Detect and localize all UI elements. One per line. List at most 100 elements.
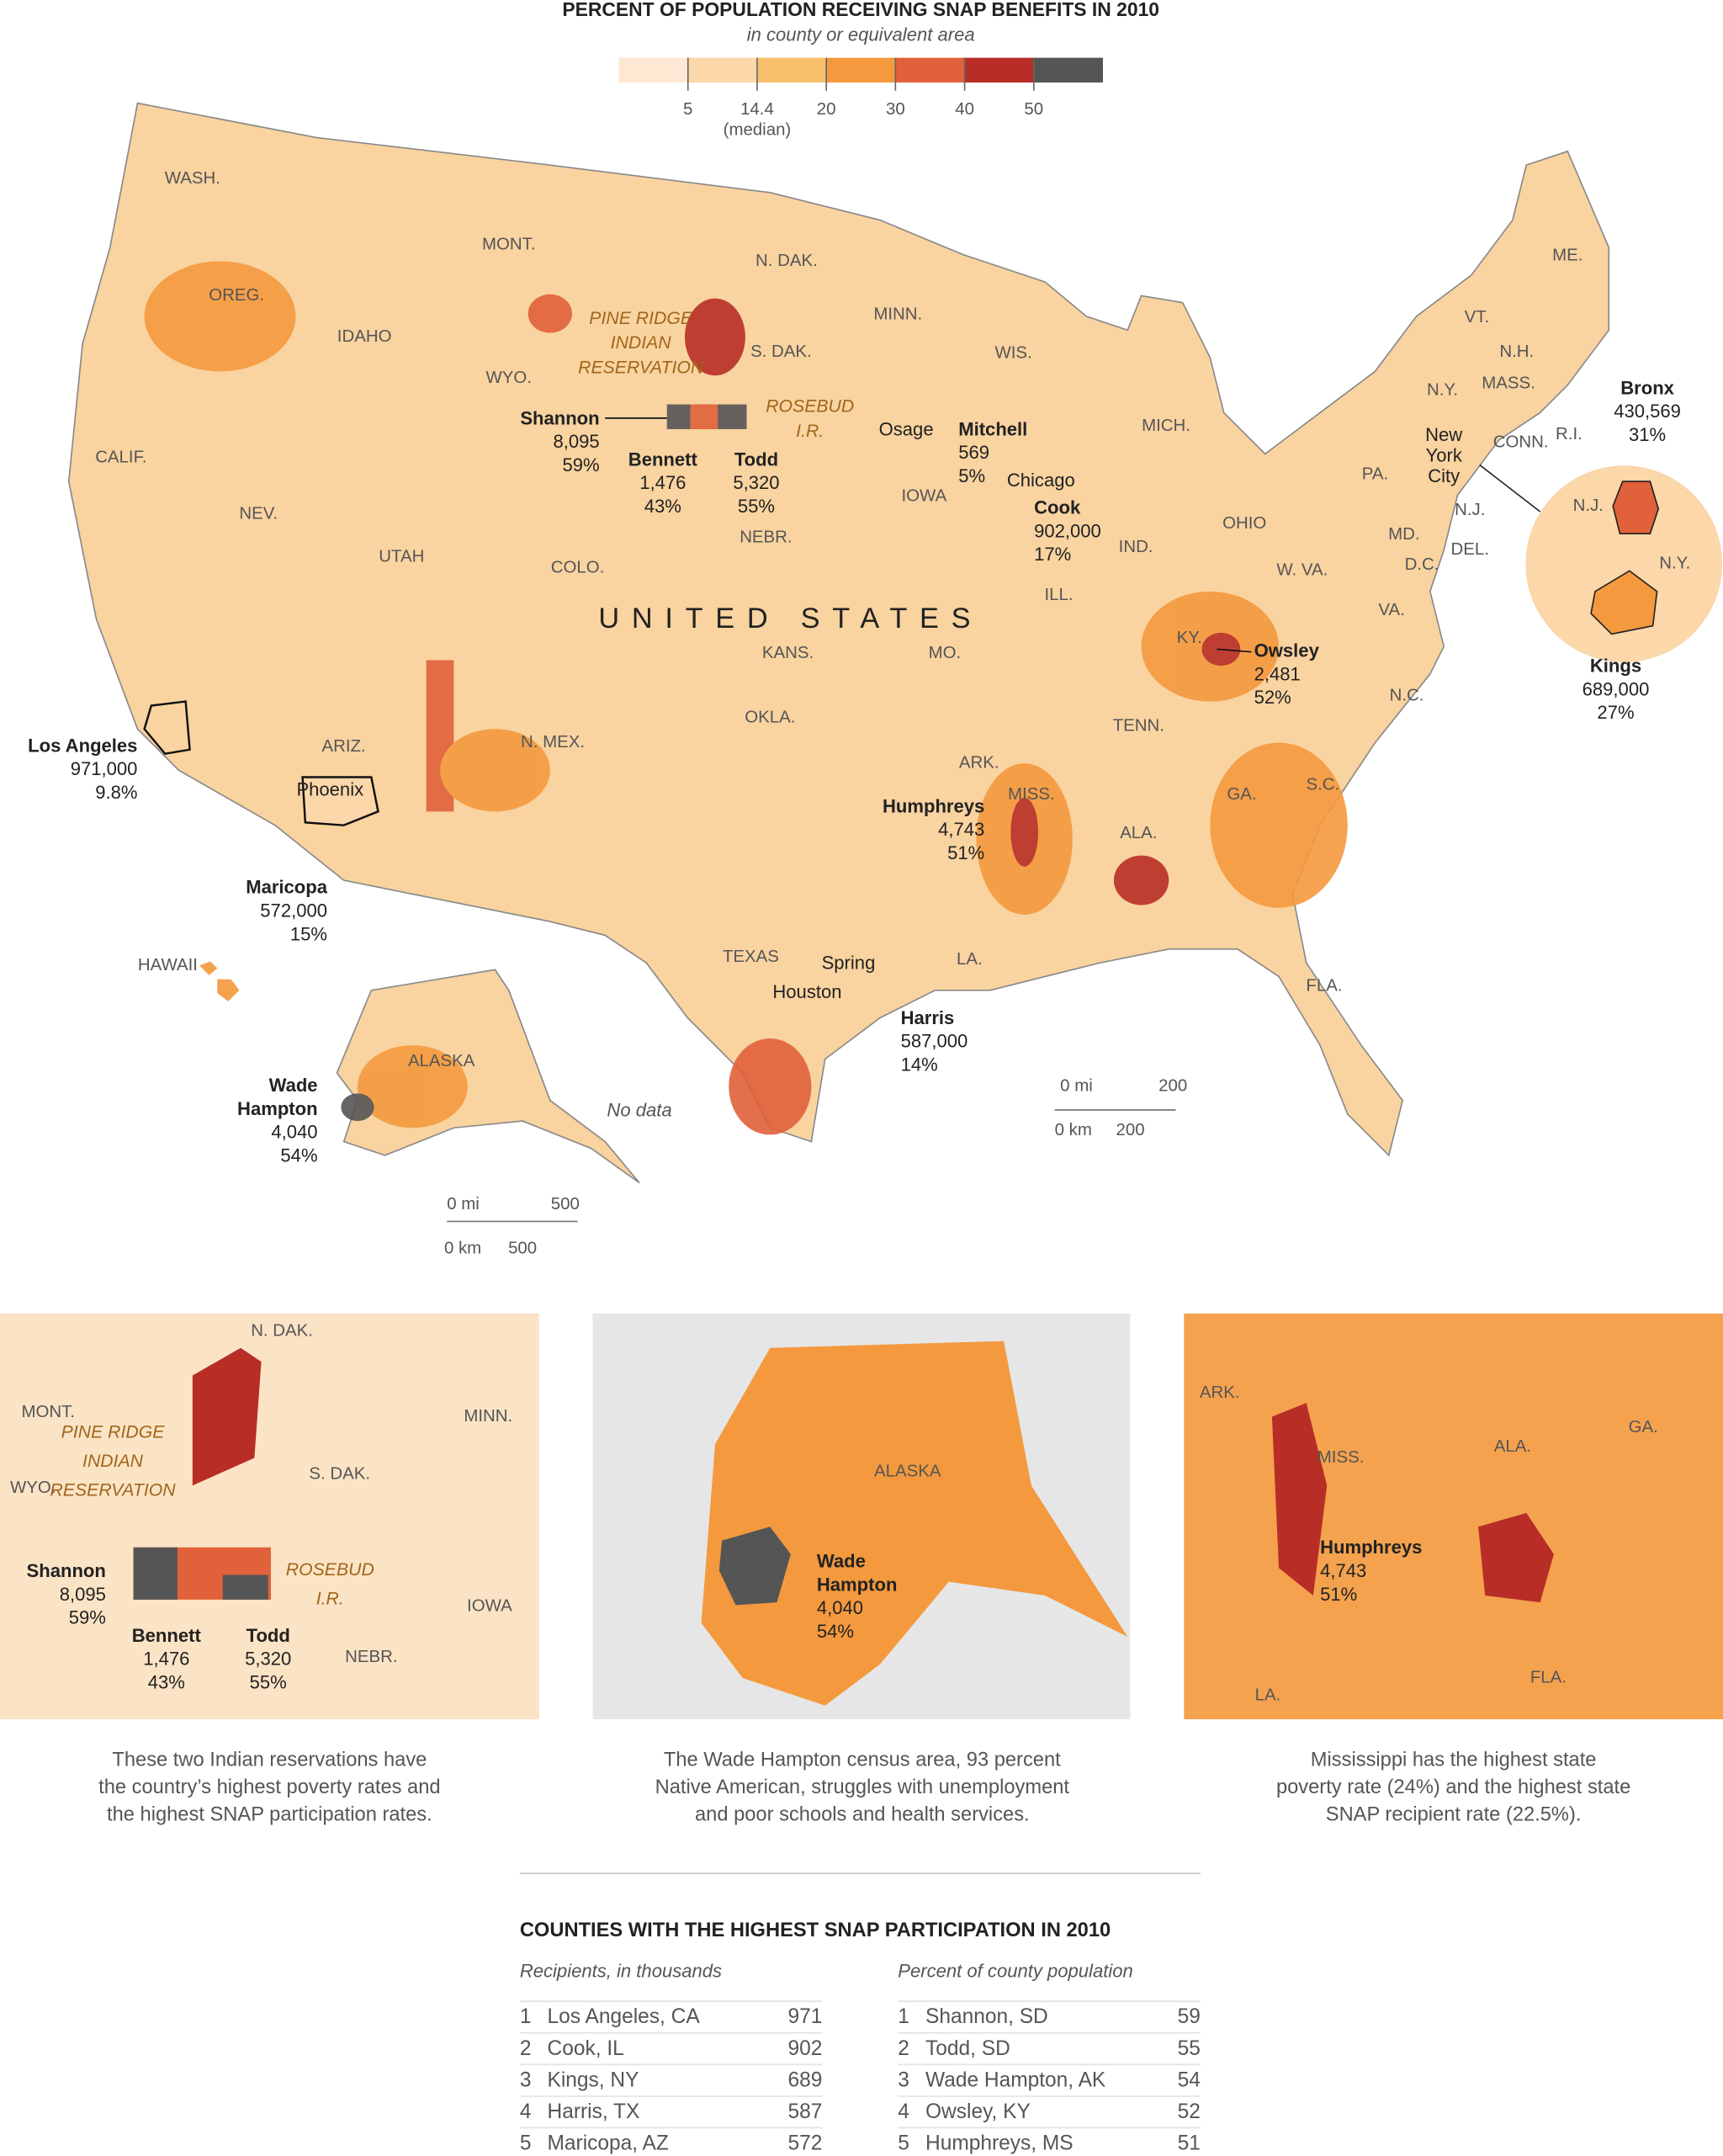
place-label: Phoenix: [296, 779, 363, 800]
state-label: LA.: [957, 950, 983, 969]
scale-label: 0 km: [444, 1239, 481, 1257]
reservation-label: I.R.: [796, 421, 824, 441]
state-label: WYO.: [486, 369, 532, 387]
callout-name: Shannon: [27, 1560, 106, 1581]
reservation-label: RESERVATION: [50, 1479, 177, 1500]
inset-label: MONT.: [21, 1403, 75, 1421]
inset-label: ALA.: [1494, 1437, 1531, 1456]
la-county: [143, 700, 191, 756]
callout-percent: 9.8%: [95, 782, 137, 803]
callout-count: 587,000: [901, 1031, 968, 1052]
reservation-label: I.R.: [316, 1588, 344, 1608]
median-note: (median): [724, 121, 792, 140]
caption: These two Indian reservations have: [112, 1749, 427, 1771]
callout-count: 8,095: [60, 1584, 106, 1605]
scale-label: 0 km: [1055, 1121, 1092, 1139]
county: Humphreys, MS: [925, 2132, 1074, 2155]
county: Shannon, SD: [925, 2005, 1048, 2028]
county-shading: [144, 261, 1348, 1135]
county: Los Angeles, CA: [548, 2005, 701, 2028]
state-label: VT.: [1465, 308, 1490, 327]
place-label: Osage: [879, 418, 934, 439]
scale-label: 500: [508, 1239, 537, 1257]
inset-label: S. DAK.: [309, 1465, 370, 1484]
alabama-area: [1478, 1512, 1554, 1603]
state-label: UTAH: [379, 547, 424, 566]
callout-percent: 15%: [290, 923, 327, 944]
hawaii: [199, 961, 240, 1001]
callout-percent: 14%: [901, 1054, 938, 1075]
callout-percent: 51%: [1320, 1584, 1357, 1605]
reservation-label: INDIAN: [611, 332, 672, 353]
place-label: Spring: [822, 953, 876, 974]
legend-tick-label: 40: [955, 100, 974, 119]
scale-label: 0 mi: [447, 1195, 480, 1213]
state-label: OREG.: [209, 286, 264, 305]
callout-name: Hampton: [237, 1098, 318, 1119]
inset-label: ALASKA: [874, 1462, 941, 1480]
rank: 5: [520, 2132, 532, 2155]
inset-label: MINN.: [464, 1407, 512, 1426]
state-label: MASS.: [1482, 374, 1535, 392]
state-label: OKLA.: [745, 709, 795, 727]
caption: the country’s highest poverty rates and: [98, 1776, 440, 1798]
state-label: N. MEX.: [521, 733, 585, 751]
county: Wade Hampton, AK: [925, 2068, 1106, 2091]
legend-swatch: [756, 57, 827, 83]
callout-name: Bronx: [1620, 377, 1674, 398]
state-label: ARK.: [959, 754, 999, 773]
legend-tick-label: 14.4: [740, 100, 774, 119]
legend-tick-label: 50: [1024, 100, 1043, 119]
state-label: N.J.: [1573, 497, 1604, 515]
state-label: MICH.: [1142, 417, 1190, 435]
legend-swatch: [895, 57, 965, 83]
callout-count: 430,569: [1614, 401, 1681, 422]
state-label: ALASKA: [408, 1052, 475, 1070]
map-shapes: [67, 102, 1723, 1184]
callout-name: Bennett: [628, 449, 698, 470]
rank: 5: [898, 2132, 909, 2155]
scale-label: 500: [551, 1195, 580, 1213]
callout-count: 8,095: [553, 431, 599, 452]
inset-label: MISS.: [1317, 1448, 1365, 1467]
state-label: OHIO: [1222, 514, 1266, 533]
state-label: MINN.: [873, 305, 922, 324]
table-title: COUNTIES WITH THE HIGHEST SNAP PARTICIPA…: [520, 1920, 1111, 1941]
callout-count: 902,000: [1034, 520, 1101, 541]
callout-percent: 31%: [1629, 424, 1666, 445]
state-label: IND.: [1119, 538, 1153, 556]
callout-name: Wade: [269, 1075, 318, 1096]
legend-swatch: [618, 57, 688, 83]
callout-percent: 55%: [738, 496, 775, 517]
inset-label: NEBR.: [345, 1648, 397, 1666]
callout-percent: 51%: [947, 842, 984, 863]
state-label: ARIZ.: [322, 737, 366, 756]
legend-swatch: [1033, 57, 1104, 83]
state-label: TEXAS: [723, 948, 779, 966]
nyc-leader: [1479, 464, 1541, 512]
callout-name: Hampton: [817, 1574, 898, 1595]
caption: Native American, struggles with unemploy…: [655, 1776, 1070, 1798]
rank: 1: [898, 2005, 909, 2028]
reservation-label: PINE RIDGE: [589, 308, 693, 328]
callout-name: Harris: [901, 1007, 955, 1028]
value: 587: [788, 2100, 823, 2123]
caption: Mississippi has the highest state: [1311, 1749, 1597, 1771]
callout-count: 4,040: [271, 1122, 317, 1143]
state-label: ILL.: [1045, 586, 1074, 604]
inset-dakota: [0, 1313, 539, 1720]
wade-hampton-area: [718, 1527, 791, 1606]
title: PERCENT OF POPULATION RECEIVING SNAP BEN…: [562, 0, 1159, 20]
callout-count: 689,000: [1583, 678, 1650, 699]
value: 59: [1178, 2005, 1201, 2028]
state-label: MO.: [929, 644, 962, 662]
state-label: NEV.: [239, 505, 278, 523]
caption: poverty rate (24%) and the highest state: [1276, 1776, 1630, 1798]
county: Maricopa, AZ: [548, 2132, 669, 2155]
callout-count: 4,743: [1320, 1560, 1366, 1581]
subtitle: in county or equivalent area: [747, 24, 975, 45]
inset-label: WYO.: [10, 1479, 56, 1497]
shannon: [133, 1547, 178, 1600]
rank: 1: [520, 2005, 532, 2028]
caption: the highest SNAP participation rates.: [107, 1804, 432, 1826]
